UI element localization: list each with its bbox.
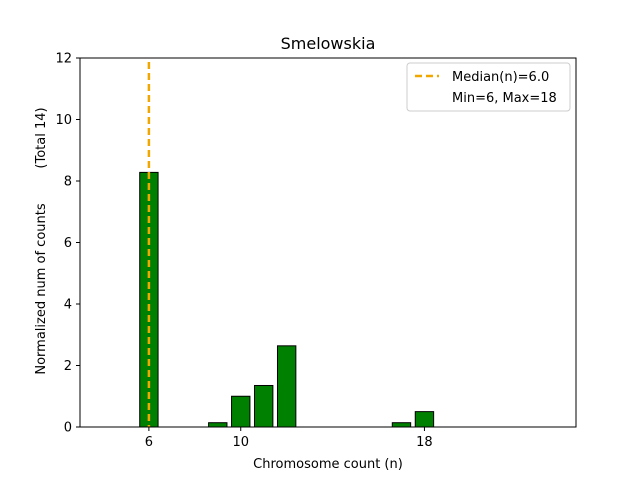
y-tick-label: 4	[64, 298, 72, 313]
bar-n-18	[414, 411, 435, 428]
legend-entry-median: Median(n)=6.0	[452, 70, 549, 85]
y-tick-label: 12	[55, 52, 72, 67]
x-tick-label: 10	[232, 435, 249, 450]
legend-entry-minmax: Min=6, Max=18	[452, 91, 557, 106]
y-tick-label: 0	[64, 421, 72, 436]
legend: Median(n)=6.0 Min=6, Max=18	[406, 62, 571, 112]
y-tick-label: 8	[64, 175, 72, 190]
y-tick-label: 6	[64, 236, 72, 251]
y-tick-label: 2	[64, 359, 72, 374]
y-axis-ticks: 0 2 4 6 8 10 12	[55, 52, 80, 436]
bar-n-10	[231, 395, 251, 428]
legend-box	[406, 62, 571, 112]
y-axis-label: Normalized num of counts	[34, 203, 49, 374]
plot-layer	[139, 62, 435, 428]
x-tick-label: 18	[416, 435, 433, 450]
bar-n-9	[208, 422, 228, 428]
x-axis-ticks: 6 10 18	[145, 427, 433, 450]
x-axis-label: Chromosome count (n)	[253, 457, 403, 472]
chart-title: Smelowskia	[281, 34, 376, 53]
y-tick-label: 10	[55, 113, 72, 128]
bar-n-17	[391, 422, 412, 428]
bar-n-11	[254, 384, 274, 428]
y-axis-label-total: (Total 14)	[34, 107, 49, 168]
bar-n-12	[276, 345, 297, 428]
x-tick-label: 6	[145, 435, 153, 450]
